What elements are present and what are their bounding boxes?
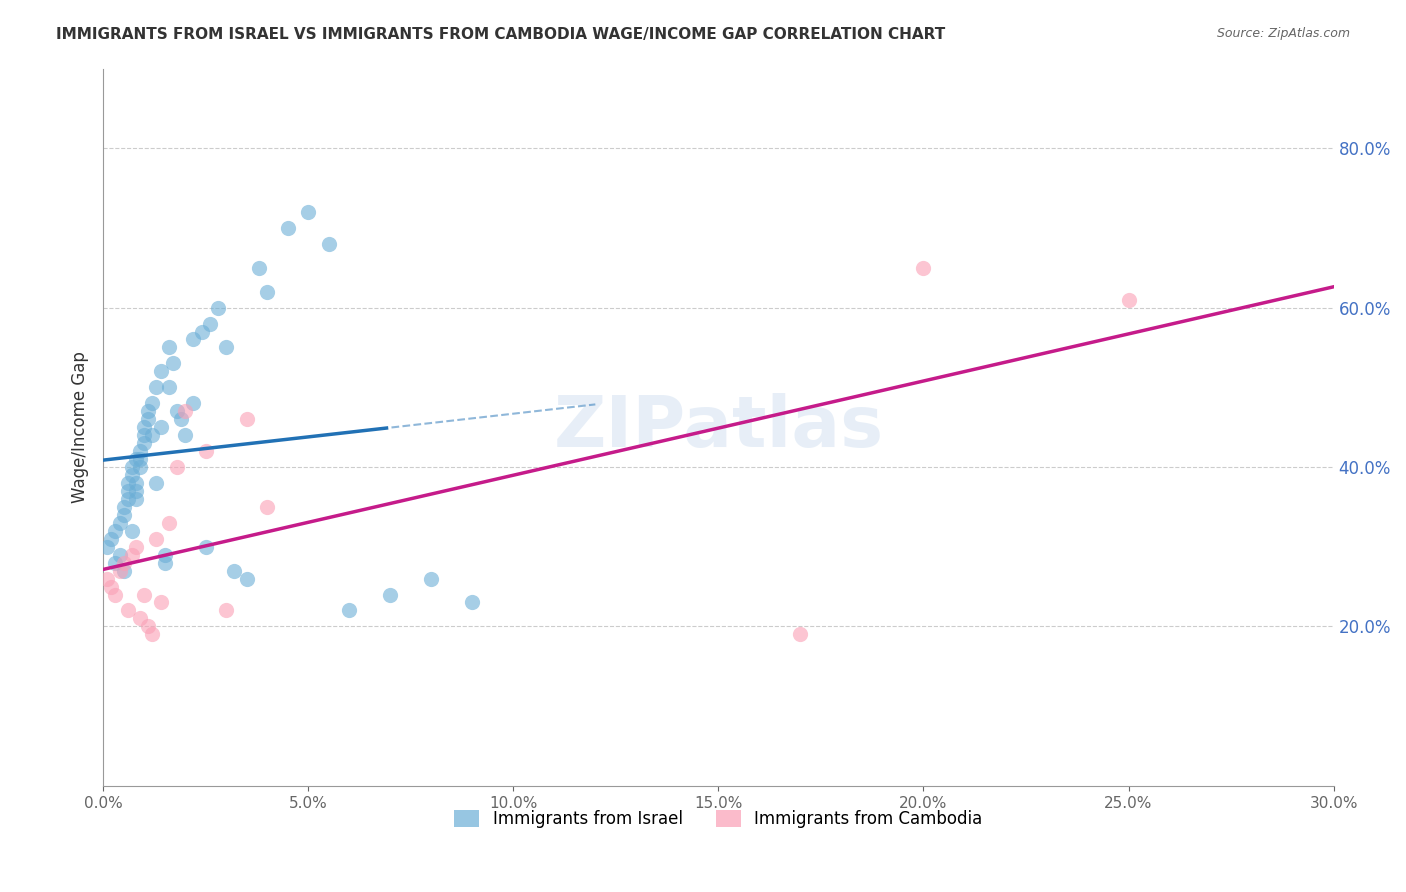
Point — [125, 491, 148, 506]
Point — [198, 317, 221, 331]
Point — [153, 556, 176, 570]
Point — [121, 524, 143, 538]
Point — [207, 301, 229, 315]
Point — [100, 532, 122, 546]
Point — [108, 564, 131, 578]
Point — [297, 205, 319, 219]
Point — [224, 564, 246, 578]
Point — [157, 516, 180, 530]
Legend: Immigrants from Israel, Immigrants from Cambodia: Immigrants from Israel, Immigrants from … — [447, 804, 990, 835]
Point — [134, 587, 156, 601]
Point — [215, 603, 238, 617]
Point — [112, 508, 135, 522]
Point — [256, 500, 278, 514]
Point — [125, 540, 148, 554]
Point — [170, 412, 193, 426]
Point — [277, 221, 299, 235]
Point — [108, 548, 131, 562]
Point — [129, 444, 152, 458]
Point — [166, 460, 188, 475]
Point — [112, 564, 135, 578]
Point — [129, 611, 152, 625]
Point — [129, 460, 152, 475]
Point — [215, 341, 238, 355]
Point — [145, 380, 167, 394]
Point — [380, 587, 402, 601]
Point — [912, 260, 935, 275]
Point — [112, 500, 135, 514]
Point — [247, 260, 270, 275]
Point — [104, 524, 127, 538]
Text: Source: ZipAtlas.com: Source: ZipAtlas.com — [1216, 27, 1350, 40]
Point — [117, 603, 139, 617]
Point — [121, 460, 143, 475]
Point — [337, 603, 360, 617]
Point — [235, 572, 257, 586]
Point — [141, 428, 163, 442]
Text: ZIPatlas: ZIPatlas — [554, 392, 883, 462]
Point — [141, 627, 163, 641]
Point — [104, 556, 127, 570]
Point — [183, 396, 205, 410]
Point — [117, 475, 139, 490]
Point — [108, 516, 131, 530]
Point — [125, 483, 148, 498]
Point — [149, 595, 172, 609]
Point — [96, 572, 118, 586]
Point — [134, 428, 156, 442]
Point — [112, 556, 135, 570]
Point — [235, 412, 257, 426]
Point — [461, 595, 484, 609]
Point — [121, 548, 143, 562]
Point — [136, 619, 159, 633]
Point — [125, 452, 148, 467]
Point — [136, 404, 159, 418]
Point — [157, 341, 180, 355]
Point — [1118, 293, 1140, 307]
Point — [145, 475, 167, 490]
Point — [174, 404, 197, 418]
Point — [129, 452, 152, 467]
Text: IMMIGRANTS FROM ISRAEL VS IMMIGRANTS FROM CAMBODIA WAGE/INCOME GAP CORRELATION C: IMMIGRANTS FROM ISRAEL VS IMMIGRANTS FRO… — [56, 27, 945, 42]
Point — [194, 444, 217, 458]
Point — [136, 412, 159, 426]
Point — [789, 627, 811, 641]
Point — [149, 420, 172, 434]
Point — [134, 420, 156, 434]
Point — [153, 548, 176, 562]
Point — [194, 540, 217, 554]
Point — [125, 475, 148, 490]
Point — [190, 325, 212, 339]
Point — [100, 580, 122, 594]
Point — [117, 491, 139, 506]
Point — [166, 404, 188, 418]
Point — [141, 396, 163, 410]
Point — [121, 467, 143, 482]
Point — [183, 333, 205, 347]
Point — [149, 364, 172, 378]
Point — [256, 285, 278, 299]
Point — [145, 532, 167, 546]
Y-axis label: Wage/Income Gap: Wage/Income Gap — [72, 351, 89, 503]
Point — [162, 356, 184, 370]
Point — [117, 483, 139, 498]
Point — [96, 540, 118, 554]
Point — [318, 236, 340, 251]
Point — [157, 380, 180, 394]
Point — [104, 587, 127, 601]
Point — [134, 436, 156, 450]
Point — [174, 428, 197, 442]
Point — [420, 572, 443, 586]
